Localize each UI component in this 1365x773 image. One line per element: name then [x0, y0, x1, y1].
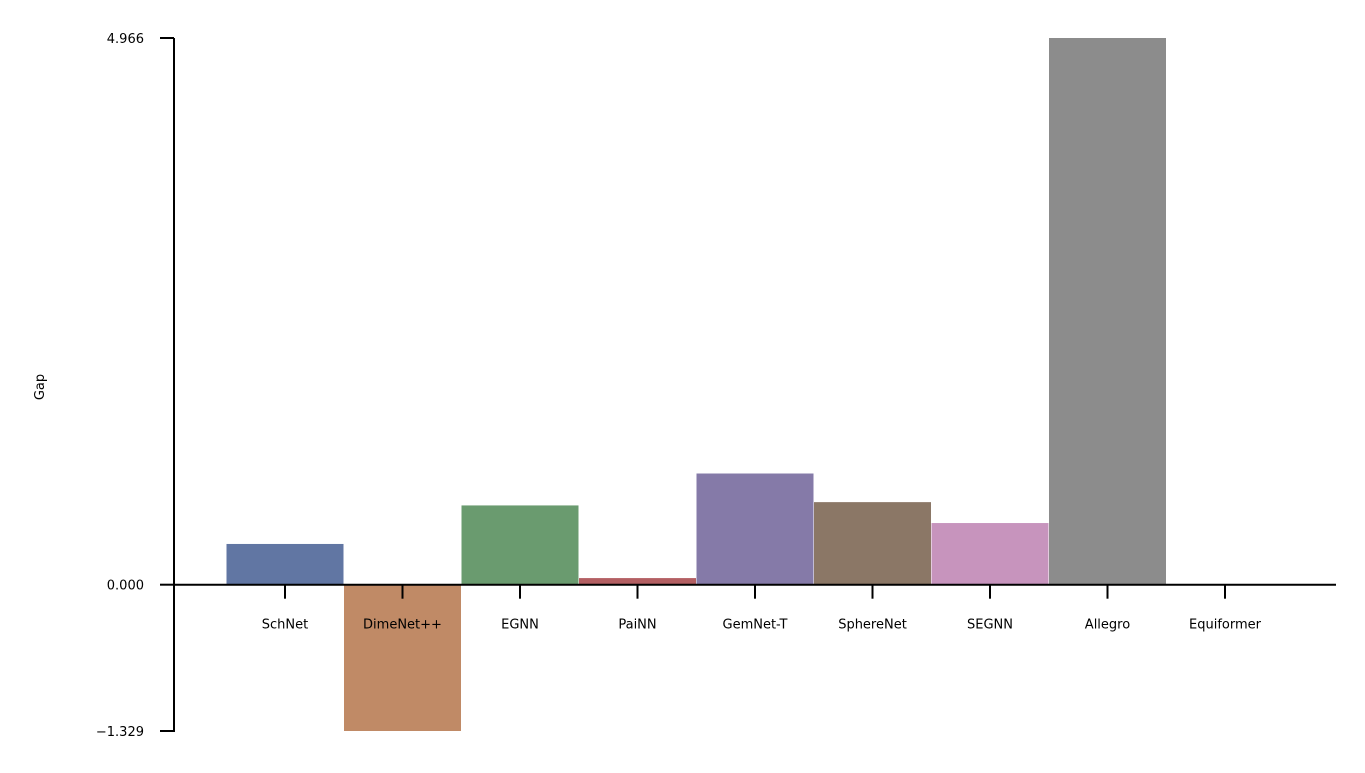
- bar-allegro: [1049, 38, 1166, 585]
- bar-dimenet-: [344, 584, 461, 731]
- x-tick-label: GemNet-T: [723, 618, 788, 633]
- x-tick-label: SchNet: [262, 618, 308, 633]
- y-axis-label: Gap: [33, 374, 48, 400]
- bar-schnet: [226, 543, 344, 585]
- bar-gemnet-t: [696, 473, 814, 585]
- bar-spherenet: [814, 502, 931, 585]
- y-tick-label: 4.966: [107, 32, 144, 47]
- y-ticks-group: −1.329 0.000 4.966: [96, 32, 174, 740]
- bar-egnn: [461, 505, 579, 585]
- x-tick-label: PaiNN: [618, 618, 656, 633]
- x-ticks-group: SchNet DimeNet++ EGNN PaiNN GemNet-T SphereNe…: [262, 584, 1262, 633]
- y-tick-label: 0.000: [107, 579, 144, 594]
- x-tick-label: EGNN: [501, 618, 539, 633]
- bars-group: [226, 38, 1166, 731]
- x-tick-label: Equiformer: [1189, 618, 1262, 633]
- bar-painn: [579, 578, 696, 585]
- y-tick-label: −1.329: [96, 725, 144, 740]
- x-tick-label: SEGNN: [967, 618, 1013, 633]
- x-tick-label: SphereNet: [838, 618, 907, 633]
- x-tick-label: Allegro: [1085, 618, 1130, 633]
- x-tick-label: DimeNet++: [363, 618, 442, 633]
- bar-segnn: [931, 523, 1049, 585]
